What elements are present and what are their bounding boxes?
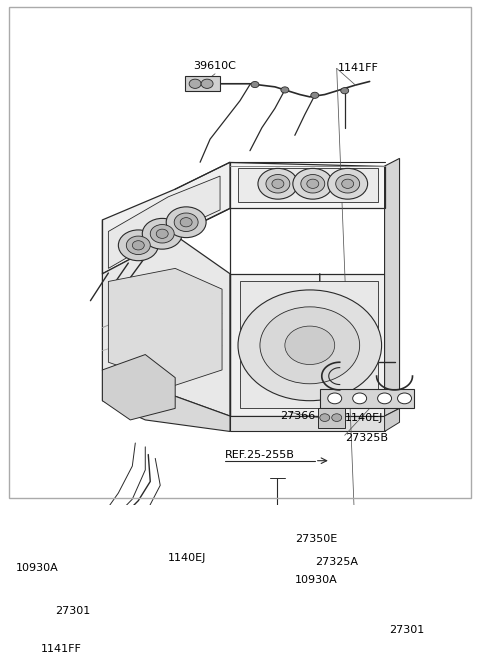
Circle shape: [353, 393, 367, 403]
Polygon shape: [102, 235, 230, 416]
Polygon shape: [102, 370, 230, 432]
Text: REF.25-255B: REF.25-255B: [225, 449, 295, 460]
Circle shape: [378, 393, 392, 403]
Polygon shape: [60, 562, 88, 582]
Circle shape: [272, 179, 284, 189]
Circle shape: [332, 414, 342, 421]
Circle shape: [189, 79, 201, 88]
Polygon shape: [230, 274, 384, 416]
Polygon shape: [102, 162, 230, 274]
Text: 1141FF: 1141FF: [41, 644, 82, 654]
Text: 10930A: 10930A: [16, 563, 59, 572]
Circle shape: [258, 168, 298, 199]
Polygon shape: [60, 531, 88, 570]
Circle shape: [201, 79, 213, 88]
Text: 27350E: 27350E: [295, 534, 337, 544]
Circle shape: [260, 307, 360, 384]
Circle shape: [119, 230, 158, 261]
Polygon shape: [320, 389, 415, 408]
Polygon shape: [355, 574, 384, 584]
Text: 10930A: 10930A: [295, 575, 337, 585]
Circle shape: [293, 168, 333, 199]
Text: 27366: 27366: [280, 411, 315, 421]
Circle shape: [397, 393, 411, 403]
Circle shape: [142, 218, 182, 249]
Polygon shape: [108, 269, 222, 385]
Circle shape: [281, 87, 289, 93]
Polygon shape: [69, 582, 81, 597]
Circle shape: [301, 174, 325, 193]
Circle shape: [307, 179, 319, 189]
Circle shape: [70, 570, 80, 578]
Circle shape: [341, 88, 348, 94]
Text: 27301: 27301: [56, 606, 91, 616]
Circle shape: [180, 217, 192, 227]
Circle shape: [336, 174, 360, 193]
Circle shape: [166, 207, 206, 238]
Circle shape: [311, 92, 319, 98]
Circle shape: [150, 225, 174, 243]
Polygon shape: [230, 416, 384, 432]
Circle shape: [328, 168, 368, 199]
Text: 27325A: 27325A: [315, 557, 358, 567]
Circle shape: [246, 512, 254, 517]
Polygon shape: [247, 508, 255, 520]
Circle shape: [320, 414, 330, 421]
Polygon shape: [355, 582, 384, 631]
Circle shape: [328, 393, 342, 403]
Text: 39610C: 39610C: [193, 61, 237, 71]
Circle shape: [238, 290, 382, 401]
Text: 1140EJ: 1140EJ: [345, 413, 383, 423]
Circle shape: [126, 236, 150, 255]
Circle shape: [156, 229, 168, 238]
Circle shape: [365, 635, 374, 643]
Text: 27325B: 27325B: [345, 432, 388, 443]
Polygon shape: [240, 282, 378, 408]
Circle shape: [266, 174, 290, 193]
Polygon shape: [299, 508, 307, 520]
Text: 1140EJ: 1140EJ: [168, 553, 206, 563]
Text: 1141FF: 1141FF: [338, 63, 379, 73]
Circle shape: [285, 326, 335, 365]
Circle shape: [174, 213, 198, 231]
Polygon shape: [238, 168, 378, 202]
Polygon shape: [384, 159, 399, 416]
Polygon shape: [252, 507, 302, 535]
Polygon shape: [384, 408, 399, 432]
Polygon shape: [363, 631, 377, 647]
Circle shape: [132, 240, 144, 250]
Circle shape: [251, 81, 259, 88]
Circle shape: [299, 512, 307, 517]
Polygon shape: [102, 354, 175, 420]
Polygon shape: [185, 76, 220, 92]
Text: 27301: 27301: [390, 625, 425, 635]
Polygon shape: [230, 162, 384, 208]
Circle shape: [342, 179, 354, 189]
Polygon shape: [108, 176, 220, 269]
Polygon shape: [318, 408, 345, 428]
